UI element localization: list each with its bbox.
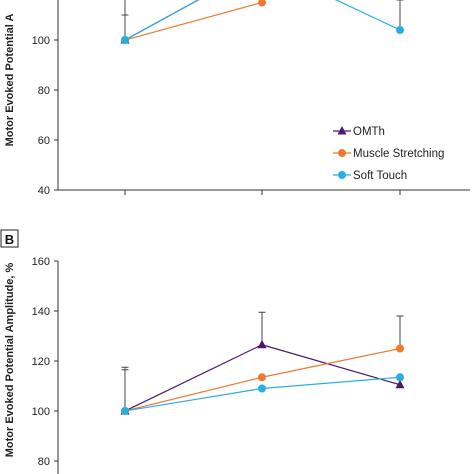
legend-label: Soft Touch xyxy=(353,170,407,182)
panel-a: 40 60 80 100 Motor Evoked Potential A OMTh Mus… xyxy=(4,0,470,197)
series-line-omth xyxy=(261,344,401,386)
data-point-soft-touch xyxy=(121,36,129,44)
legend-label: Muscle Stretching xyxy=(353,148,444,160)
panel-b: 80 100 120 140 160 Motor Evoked Potential Amp… xyxy=(0,229,405,474)
data-point-soft-touch xyxy=(121,407,129,415)
legend-label: OMTh xyxy=(353,126,385,138)
data-point-muscle-stretching xyxy=(258,0,266,7)
y-tick-label: 40 xyxy=(38,185,50,197)
y-tick-label: 100 xyxy=(32,35,50,47)
series-line-soft-touch xyxy=(334,0,401,31)
y-tick-label: 80 xyxy=(38,85,50,97)
data-point-omth xyxy=(257,339,267,349)
legend-marker xyxy=(338,149,346,157)
series-line-soft-touch xyxy=(261,376,401,390)
legend-marker xyxy=(337,126,347,135)
y-axis-title: Motor Evoked Potential A xyxy=(4,14,16,147)
y-tick-label: 80 xyxy=(38,456,50,468)
data-point-soft-touch xyxy=(396,373,404,382)
y-tick-label: 160 xyxy=(32,256,50,268)
data-point-muscle-stretching xyxy=(396,344,404,353)
panel-label: B xyxy=(5,232,14,247)
panel-label-box xyxy=(0,229,19,248)
legend-marker xyxy=(338,171,346,179)
series-line-soft-touch xyxy=(124,0,200,41)
data-point-soft-touch xyxy=(258,384,266,393)
y-axis-title: Motor Evoked Potential Amplitude, % xyxy=(4,263,16,458)
y-tick-label: 100 xyxy=(32,406,50,418)
data-point-soft-touch xyxy=(396,26,404,34)
y-tick-label: 60 xyxy=(38,135,50,147)
data-point-muscle-stretching xyxy=(258,373,266,382)
series-line-muscle-stretching xyxy=(261,347,401,378)
series-line-soft-touch xyxy=(124,387,263,412)
y-tick-label: 120 xyxy=(32,356,50,368)
data-point-omth xyxy=(395,379,405,389)
series-line-muscle-stretching xyxy=(124,376,263,412)
y-tick-label: 140 xyxy=(32,306,50,318)
series-line-omth xyxy=(124,344,263,412)
series-line-muscle-stretching xyxy=(124,1,263,41)
